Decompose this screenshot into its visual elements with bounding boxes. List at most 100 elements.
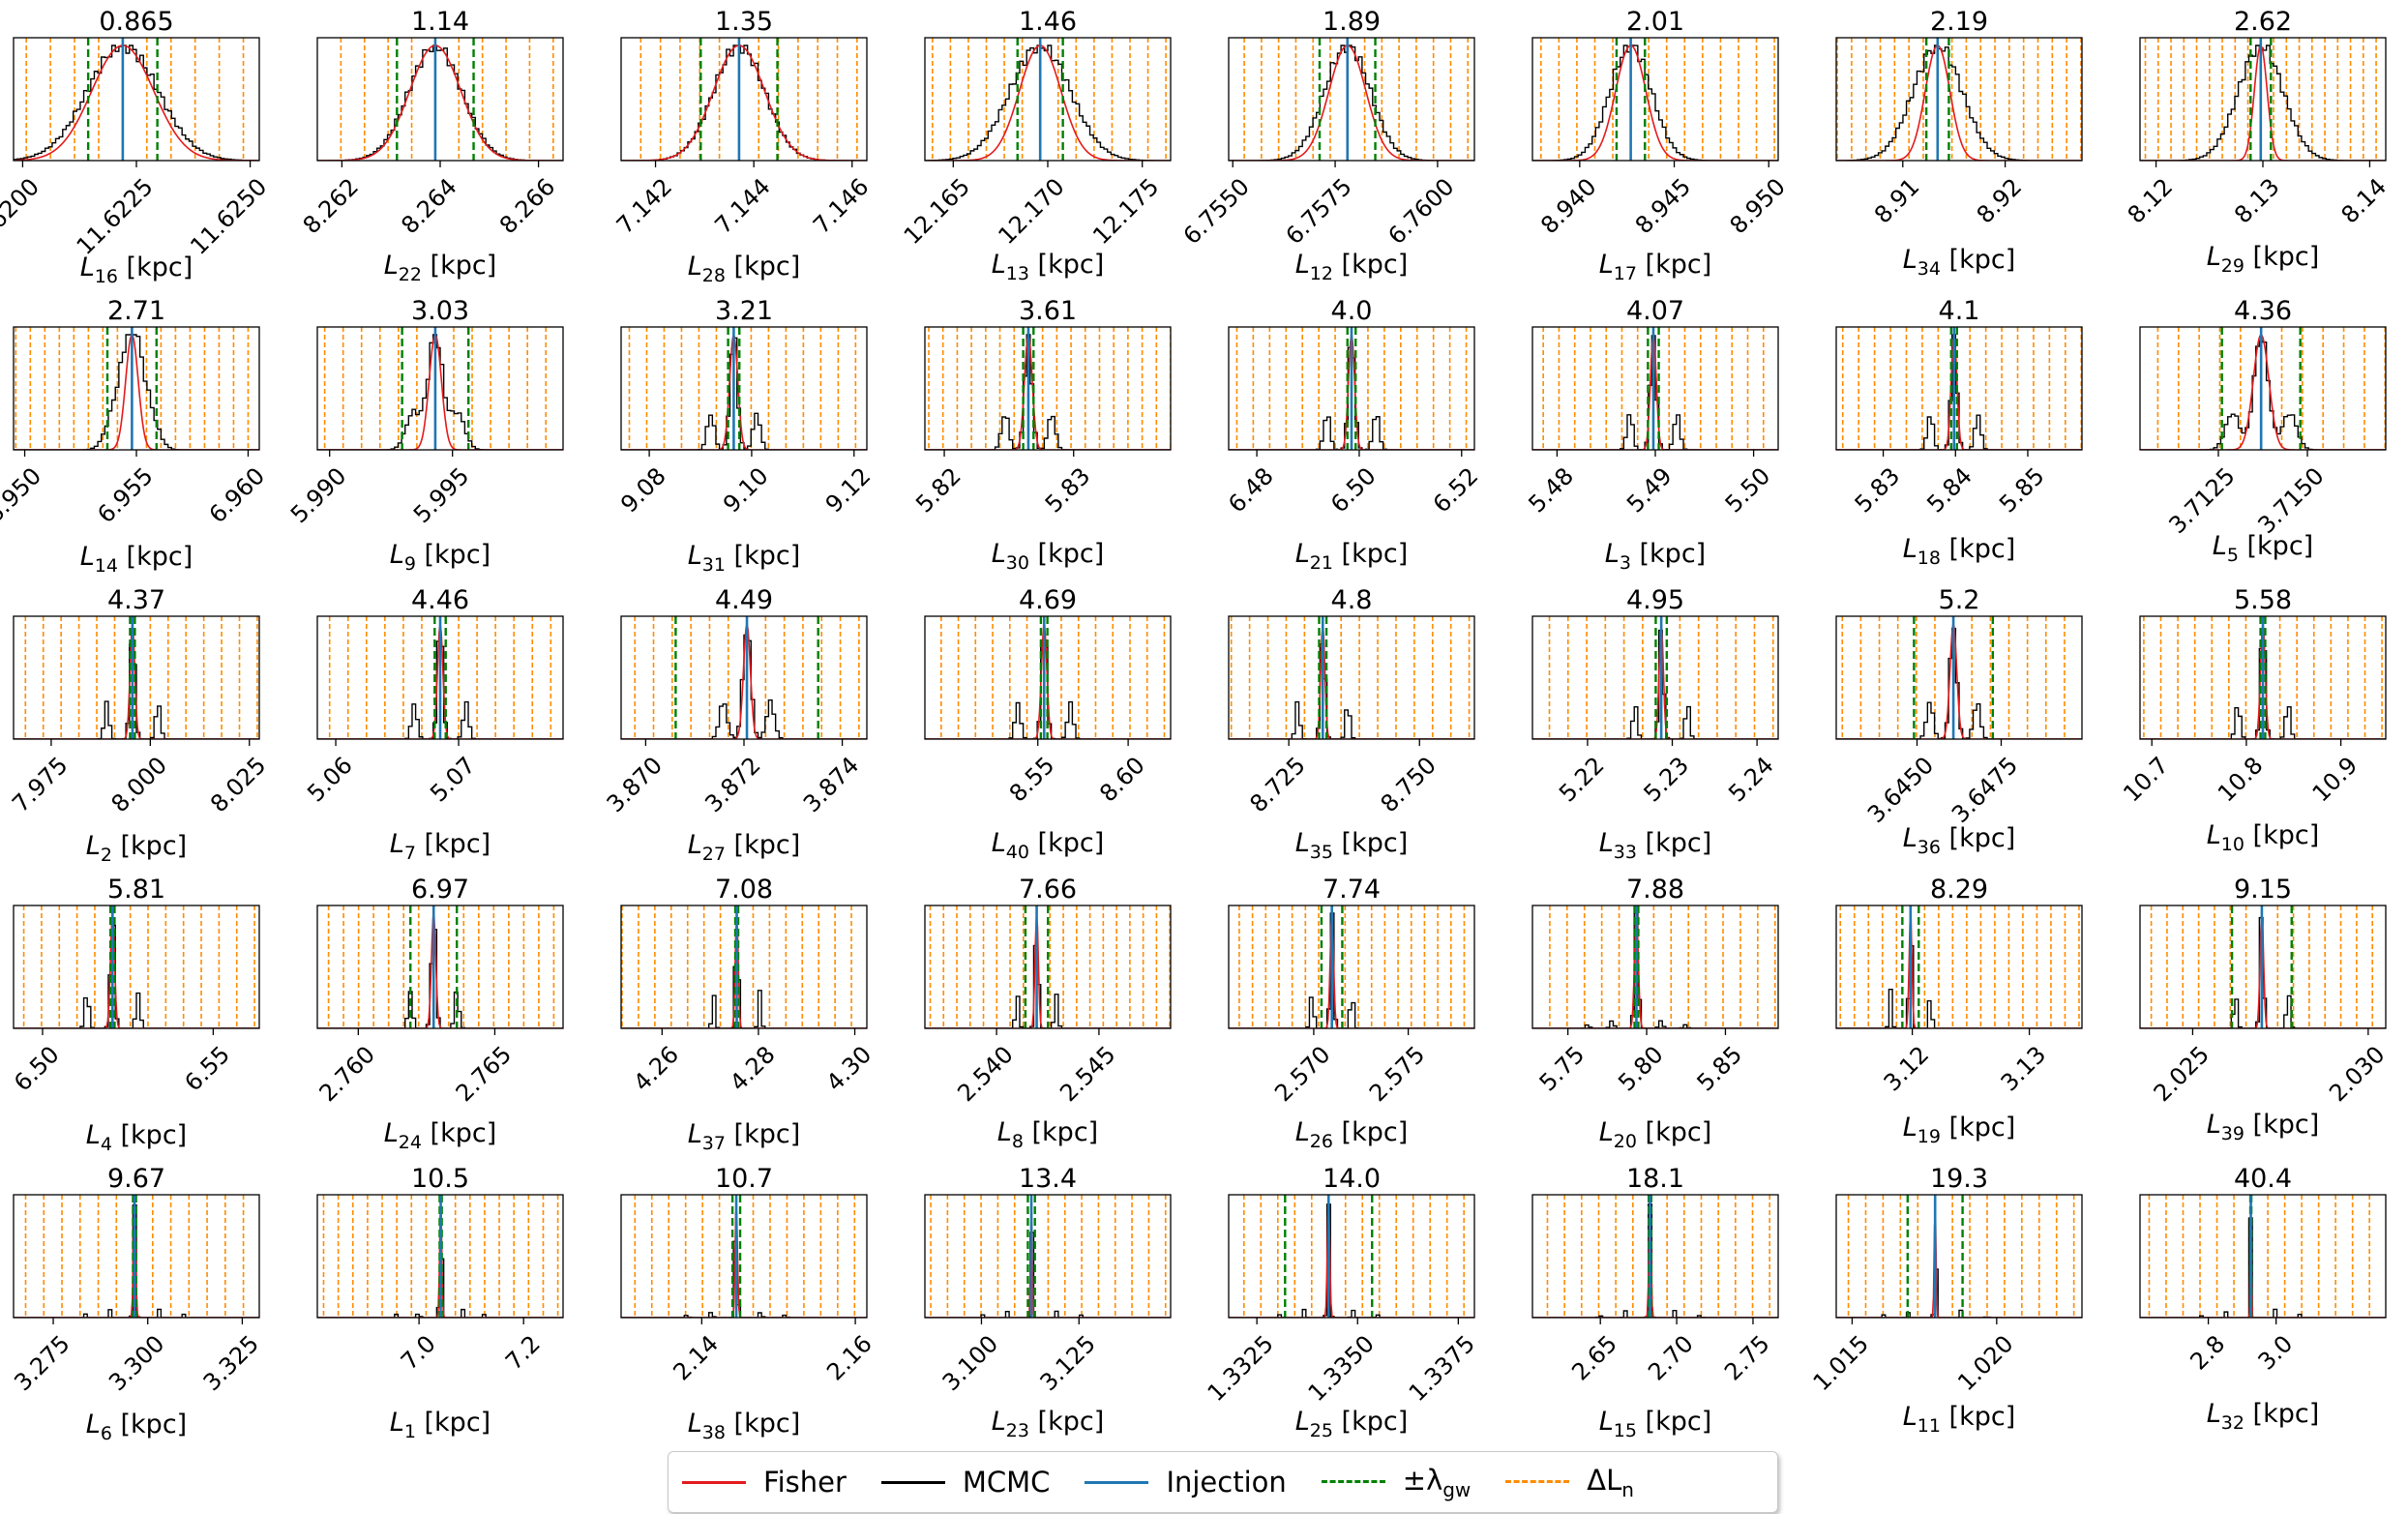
x-tick-label: 7.142 — [611, 173, 677, 239]
x-tick-label: 8.725 — [1244, 752, 1310, 817]
panel-26: 7.08 4.26 4.28 4.30 L37 [kpc] — [620, 875, 877, 1154]
x-tick-label: 2.540 — [952, 1041, 1018, 1107]
panel-6: 2.19 8.91 8.92 L34 [kpc] — [1835, 7, 2083, 280]
x-tick-label: 3.325 — [198, 1330, 264, 1396]
panel-title: 4.37 — [107, 585, 165, 615]
fisher-curve — [1532, 1204, 1778, 1318]
axes-frame — [1228, 37, 1475, 162]
x-tick-label: 6.50 — [1325, 462, 1382, 519]
x-axis-label: L27 [kpc] — [688, 830, 801, 865]
panel-title: 1.46 — [1019, 7, 1077, 37]
x-tick-label: 6.50 — [9, 1041, 65, 1097]
x-tick-label: 3.12 — [1879, 1041, 1935, 1097]
legend-swatch — [880, 1480, 945, 1484]
x-axis-label: L12 [kpc] — [1295, 250, 1409, 284]
panel-28: 7.74 2.570 2.575 L26 [kpc] — [1228, 875, 1475, 1152]
mcmc-histogram — [14, 924, 259, 1028]
mcmc-histogram — [621, 634, 867, 739]
x-tick-label: 12.170 — [993, 173, 1069, 250]
fisher-curve — [2140, 1215, 2386, 1318]
fisher-curve — [621, 332, 867, 450]
legend-item-3: ±λgw — [1321, 1464, 1471, 1500]
x-tick-label: 2.765 — [451, 1041, 517, 1107]
mcmc-histogram — [317, 929, 563, 1028]
x-tick-label: 8.945 — [1630, 173, 1696, 239]
x-axis-label: L23 [kpc] — [992, 1407, 1105, 1441]
axes-frame — [620, 905, 868, 1029]
x-tick-label: 9.10 — [718, 462, 774, 519]
panel-title: 9.15 — [2234, 875, 2292, 905]
mcmc-histogram — [14, 334, 259, 450]
x-tick-label: 3.125 — [1035, 1330, 1101, 1396]
panel-title: 2.19 — [1930, 7, 1988, 37]
x-tick-label: 12.165 — [899, 173, 975, 250]
legend-label: Injection — [1166, 1466, 1287, 1499]
x-axis-label: L26 [kpc] — [1295, 1117, 1409, 1152]
x-tick-label: 8.262 — [298, 173, 364, 239]
x-tick-label: 11.6250 — [185, 173, 272, 260]
x-tick-label: 9.08 — [615, 462, 671, 519]
x-tick-label: 6.55 — [179, 1041, 235, 1097]
x-tick-label: 7.975 — [7, 752, 73, 817]
axes-frame — [924, 905, 1172, 1029]
fisher-curve — [925, 45, 1171, 161]
x-tick-label: 10.8 — [2213, 752, 2269, 808]
panel-1: 1.14 8.262 8.264 8.266 L22 [kpc] — [298, 7, 564, 285]
mcmc-histogram — [621, 45, 867, 161]
x-axis-label: L10 [kpc] — [2207, 820, 2320, 855]
x-axis-label: L1 [kpc] — [390, 1408, 491, 1442]
panel-21: 4.95 5.22 5.23 5.24 L33 [kpc] — [1531, 585, 1779, 863]
axes-frame — [1531, 37, 1779, 162]
fisher-curve — [317, 333, 563, 450]
fisher-curve — [621, 623, 867, 739]
axes-frame — [1835, 615, 2083, 740]
panel-title: 5.58 — [2234, 585, 2292, 615]
x-tick-label: 7.144 — [709, 173, 775, 239]
x-tick-label: 4.26 — [628, 1041, 684, 1097]
panel-title: 7.74 — [1323, 875, 1381, 905]
axes-frame — [13, 1194, 260, 1319]
panel-25: 6.97 2.760 2.765 L24 [kpc] — [314, 875, 564, 1153]
x-tick-label: 8.60 — [1094, 752, 1150, 808]
axes-frame — [924, 37, 1172, 162]
x-tick-label: 8.750 — [1376, 752, 1442, 817]
x-tick-label: 2.70 — [1643, 1330, 1699, 1386]
x-tick-label: 5.995 — [408, 462, 474, 528]
x-tick-label: 8.12 — [2123, 173, 2179, 229]
mcmc-histogram — [317, 45, 563, 161]
panel-title: 7.08 — [715, 875, 773, 905]
x-tick-label: 7.0 — [396, 1330, 441, 1376]
panel-title: 4.95 — [1626, 585, 1684, 615]
panel-33: 10.5 7.0 7.2 L1 [kpc] — [316, 1164, 564, 1442]
panel-title: 4.07 — [1626, 296, 1684, 326]
axes-frame — [1228, 905, 1475, 1029]
panel-title: 18.1 — [1626, 1164, 1684, 1194]
mcmc-histogram — [1836, 334, 2082, 450]
mcmc-histogram — [1532, 335, 1778, 450]
x-tick-label: 5.07 — [425, 752, 481, 808]
mcmc-histogram — [1229, 643, 1474, 739]
x-tick-label: 8.14 — [2336, 173, 2393, 229]
axes-frame — [316, 37, 564, 162]
panel-29: 7.88 5.75 5.80 5.85 L20 [kpc] — [1531, 875, 1779, 1152]
fisher-curve — [14, 624, 259, 739]
panel-title: 2.62 — [2234, 7, 2292, 37]
fisher-curve — [317, 45, 563, 161]
legend-item-2: Injection — [1085, 1466, 1287, 1499]
x-tick-label: 5.22 — [1554, 752, 1610, 808]
x-tick-label: 2.025 — [2149, 1041, 2215, 1107]
x-tick-label: 3.100 — [937, 1330, 1003, 1396]
axes-frame — [924, 326, 1172, 451]
x-tick-label: 2.16 — [821, 1330, 877, 1386]
panel-19: 4.69 8.55 8.60 L40 [kpc] — [924, 585, 1172, 863]
x-tick-label: 8.13 — [2229, 173, 2285, 229]
mcmc-histogram — [925, 45, 1171, 161]
fisher-curve — [1836, 334, 2082, 450]
fisher-curve — [2140, 44, 2386, 161]
x-axis-label: L22 [kpc] — [384, 251, 497, 285]
axes-frame — [620, 37, 868, 162]
axes-frame — [1835, 905, 2083, 1029]
fisher-curve — [1836, 918, 2082, 1028]
panel-title: 4.36 — [2234, 296, 2292, 326]
x-tick-label: 2.030 — [2324, 1041, 2390, 1107]
